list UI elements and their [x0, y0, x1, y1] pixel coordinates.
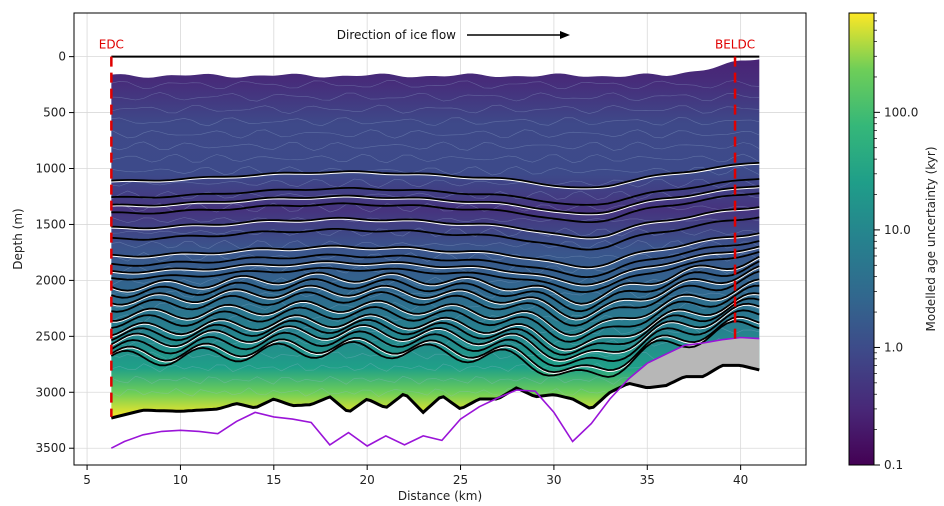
- contour-line: [111, 350, 760, 361]
- isochrone-white: [111, 207, 760, 240]
- colorbar: [848, 12, 875, 466]
- isochrone-black: [111, 260, 760, 313]
- bedrock-line: [110, 363, 760, 420]
- colorbar-tick-label: 10.0: [884, 223, 911, 237]
- isochrone-white: [110, 256, 760, 306]
- isochrone-black: [111, 232, 760, 269]
- isochrone-black: [110, 297, 760, 356]
- colorbar-ticks: 0.1 1.0 10.0 100.0: [874, 12, 918, 472]
- contour-line: [111, 190, 760, 200]
- y-tick-label: 2000: [35, 273, 66, 287]
- plot-frame: [73, 12, 807, 466]
- isochrone-black: [111, 270, 760, 327]
- flow-direction-label: Direction of ice flow: [337, 28, 456, 42]
- x-tick-label: 30: [546, 473, 561, 487]
- contour-line: [111, 141, 760, 151]
- x-tick-label: 5: [83, 473, 91, 487]
- isochrone-black: [111, 178, 760, 206]
- contour-line: [111, 178, 760, 188]
- colorbar-tick-label: 100.0: [884, 105, 918, 119]
- isochrone-black: [111, 192, 760, 224]
- isochrone-layers: [110, 161, 760, 378]
- isochrone-black: [111, 161, 760, 189]
- y-tick-label: 3500: [35, 441, 66, 455]
- isochrone-black: [111, 206, 760, 239]
- x-axis: 5 10 15 20 25 30 35 40: [83, 465, 748, 487]
- isochrone-black: [111, 265, 760, 320]
- contour-line: [111, 217, 760, 223]
- contour-line: [111, 129, 760, 139]
- isochrone-black: [111, 245, 760, 286]
- contour-line: [111, 80, 760, 90]
- isochrone-black: [111, 292, 760, 351]
- contour-line: [111, 166, 760, 176]
- isochrone-white: [111, 246, 760, 287]
- isochrone-black: [111, 216, 760, 251]
- isochrone-black: [110, 302, 760, 361]
- y-tick-label: 0: [58, 50, 66, 64]
- x-axis-label: Distance (km): [398, 489, 482, 503]
- contour-line: [111, 252, 760, 262]
- colorbar-label: Modelled age uncertainty (kyr): [924, 146, 938, 331]
- colorbar-tick-label: 1.0: [884, 340, 903, 354]
- colorbar-tick-label: 0.1: [884, 458, 903, 472]
- isochrone-black: [110, 320, 760, 378]
- x-tick-label: 20: [360, 473, 375, 487]
- isochrone-white: [111, 186, 760, 216]
- isochrone-black: [111, 284, 760, 343]
- isochrone-white: [111, 162, 760, 190]
- contour-line: [111, 239, 760, 250]
- contour-line: [111, 276, 760, 287]
- contour-line: [111, 362, 752, 373]
- contour-line: [111, 153, 760, 164]
- contour-line: [111, 104, 760, 114]
- purple-line: [110, 336, 760, 449]
- y-axis-label: Depth (m): [11, 208, 25, 269]
- isochrone-white: [111, 233, 760, 270]
- isochrone-black: [110, 309, 760, 367]
- y-tick-label: 3000: [35, 385, 66, 399]
- isochrone-black: [110, 255, 760, 305]
- flow-arrow: [467, 31, 570, 39]
- right-site-label: BELDC: [715, 38, 755, 52]
- x-tick-label: 15: [266, 473, 281, 487]
- contour-line: [111, 117, 760, 127]
- x-tick-label: 35: [640, 473, 655, 487]
- y-tick-label: 2500: [35, 329, 66, 343]
- x-tick-label: 10: [173, 473, 188, 487]
- isochrone-black: [111, 251, 760, 293]
- y-tick-label: 500: [43, 106, 66, 120]
- y-axis: 0 500 1000 1500 2000 2500 3000 3500: [35, 50, 74, 455]
- isochrone-black: [111, 185, 760, 215]
- left-site-label: EDC: [99, 38, 124, 52]
- isochrone-black: [111, 240, 760, 279]
- contour-line: [111, 375, 671, 385]
- x-tick-label: 40: [733, 473, 748, 487]
- isochrone-black: [111, 278, 760, 336]
- y-tick-label: 1000: [35, 162, 66, 176]
- x-tick-label: 25: [453, 473, 468, 487]
- below-bed-fill: [619, 337, 760, 388]
- contour-line: [111, 92, 760, 102]
- y-tick-label: 1500: [35, 217, 66, 231]
- isochrone-black: [110, 315, 760, 374]
